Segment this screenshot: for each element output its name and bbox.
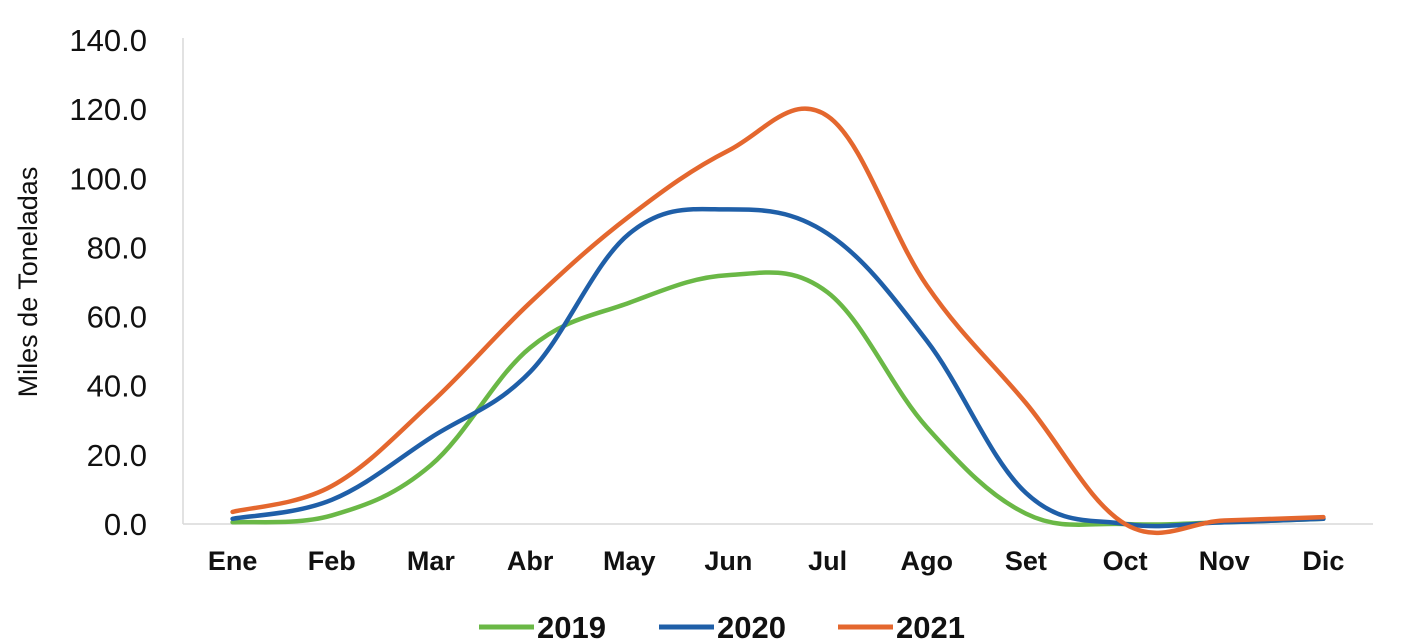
y-tick-label: 0.0 [104,507,147,542]
x-tick-label: Jul [808,546,847,576]
y-axis-label: Miles de Toneladas [13,167,43,398]
y-tick-label: 20.0 [87,438,147,473]
legend-label: 2019 [537,610,606,641]
y-axis: 0.0 20.0 40.0 60.0 80.0 100.0 120.0 140.0 [69,23,184,542]
x-tick-label: Dic [1302,546,1344,576]
series-line-2020 [230,206,1326,529]
x-tick-label: Set [1005,546,1047,576]
x-tick-label: Nov [1199,546,1250,576]
x-tick-label: Ene [208,546,258,576]
legend-label: 2021 [896,610,965,641]
series-line-2019 [230,270,1326,528]
x-tick-label: May [603,546,656,576]
legend: 2019 2020 2021 [479,610,965,641]
y-tick-label: 60.0 [87,300,147,335]
y-tick-label: 100.0 [69,161,147,196]
legend-item-2019: 2019 [479,610,606,641]
y-tick-label: 140.0 [69,23,147,58]
x-tick-label: Jun [704,546,752,576]
legend-item-2020: 2020 [659,610,786,641]
x-tick-label: Ago [901,546,953,576]
x-tick-label: Mar [407,546,456,576]
series-lines [230,106,1326,535]
y-tick-label: 80.0 [87,230,147,265]
y-tick-label: 120.0 [69,92,147,127]
x-tick-label: Oct [1103,546,1148,576]
x-tick-label: Abr [507,546,554,576]
x-tick-label: Feb [308,546,356,576]
legend-label: 2020 [717,610,786,641]
legend-item-2021: 2021 [838,610,965,641]
x-axis: Ene Feb Mar Abr May Jun Jul Ago Set Oct Nov Dic [183,523,1373,576]
y-tick-label: 40.0 [87,369,147,404]
series-line-2021 [230,106,1326,535]
